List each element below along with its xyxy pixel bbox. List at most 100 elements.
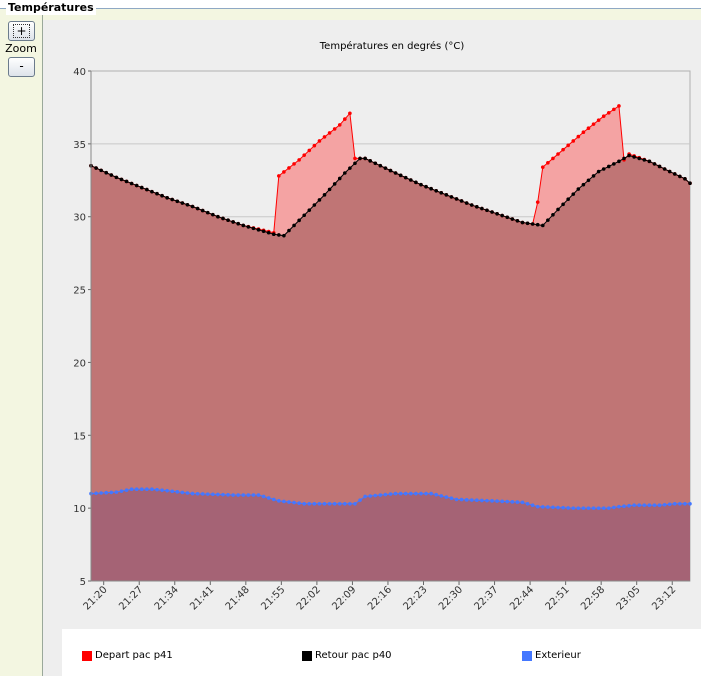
series-point-2 — [322, 501, 327, 506]
series-point-2 — [576, 506, 581, 510]
series-point-2 — [581, 506, 586, 510]
series-point-2 — [327, 501, 332, 506]
series-point-1 — [464, 201, 469, 205]
series-point-0 — [586, 126, 591, 130]
series-point-1 — [632, 155, 636, 159]
series-point-0 — [551, 156, 555, 161]
series-point-1 — [612, 162, 616, 166]
series-point-2 — [185, 491, 190, 495]
y-tick-label: 15 — [73, 431, 86, 442]
series-point-0 — [327, 131, 332, 135]
x-tick-label: 21:20 — [82, 584, 110, 612]
x-tick-label: 22:23 — [401, 584, 429, 612]
series-point-1 — [363, 156, 367, 161]
series-point-1 — [596, 169, 601, 174]
series-point-2 — [226, 493, 230, 497]
series-point-1 — [683, 177, 687, 181]
series-point-0 — [612, 107, 616, 112]
chart-title: Températures en degrés (°C) — [319, 40, 465, 52]
series-point-2 — [556, 505, 560, 510]
series-point-1 — [530, 222, 535, 226]
series-point-2 — [642, 503, 647, 508]
series-point-2 — [535, 504, 540, 509]
x-tick-label: 22:09 — [330, 584, 358, 612]
series-point-0 — [343, 117, 347, 121]
series-point-1 — [586, 178, 591, 183]
series-point-1 — [368, 159, 372, 163]
series-area-2 — [91, 489, 690, 581]
series-point-2 — [277, 499, 281, 503]
series-point-2 — [647, 503, 652, 508]
series-point-2 — [175, 490, 180, 494]
series-point-1 — [424, 184, 428, 189]
series-point-2 — [221, 492, 225, 497]
series-point-1 — [195, 206, 200, 211]
series-point-2 — [525, 501, 530, 506]
series-point-1 — [398, 173, 403, 178]
series-point-1 — [99, 168, 103, 173]
series-point-2 — [139, 487, 144, 492]
series-point-2 — [393, 491, 398, 496]
x-tick-label: 21:34 — [153, 584, 181, 612]
series-point-1 — [642, 158, 647, 162]
series-point-2 — [637, 503, 642, 508]
series-point-0 — [277, 174, 281, 178]
x-tick-label: 23:05 — [615, 584, 643, 612]
y-tick-label: 35 — [73, 140, 86, 151]
series-point-0 — [546, 161, 550, 165]
series-point-2 — [145, 487, 149, 492]
series-point-2 — [373, 493, 378, 498]
series-point-0 — [287, 166, 291, 170]
series-point-1 — [383, 166, 388, 170]
series-point-2 — [200, 492, 205, 496]
series-point-2 — [282, 499, 286, 504]
series-point-1 — [216, 214, 220, 219]
series-point-1 — [556, 207, 560, 212]
series-point-2 — [211, 492, 215, 497]
series-point-1 — [185, 202, 190, 207]
zoom-out-button[interactable]: - — [8, 57, 35, 77]
series-point-1 — [561, 202, 565, 207]
series-point-2 — [510, 500, 515, 504]
legend-swatch-exterieur — [522, 651, 532, 661]
series-point-1 — [480, 206, 484, 211]
series-point-1 — [576, 187, 581, 191]
y-tick-label: 40 — [73, 67, 86, 78]
series-point-0 — [322, 135, 327, 139]
x-tick-label: 22:37 — [473, 584, 501, 612]
series-point-2 — [632, 503, 636, 508]
series-point-2 — [662, 502, 667, 507]
series-point-2 — [683, 501, 687, 506]
series-point-2 — [678, 501, 682, 506]
series-point-1 — [312, 203, 317, 207]
y-tick-label: 10 — [73, 504, 86, 515]
series-point-0 — [601, 114, 606, 118]
zoom-in-button[interactable]: + — [8, 21, 35, 41]
series-point-1 — [510, 217, 515, 221]
series-point-1 — [637, 156, 642, 161]
series-point-0 — [535, 200, 540, 204]
series-point-2 — [520, 500, 525, 505]
series-point-1 — [414, 180, 418, 185]
series-point-1 — [617, 159, 621, 164]
series-point-1 — [444, 193, 449, 197]
series-point-1 — [292, 223, 296, 228]
series-point-2 — [622, 504, 626, 509]
series-point-0 — [312, 143, 317, 148]
zoom-in-label: + — [13, 24, 30, 38]
panel-frame-line — [0, 8, 701, 9]
series-point-0 — [348, 111, 352, 116]
series-point-2 — [515, 500, 520, 504]
series-point-1 — [515, 218, 520, 223]
series-point-0 — [571, 139, 576, 143]
series-point-2 — [480, 498, 484, 503]
x-tick-label: 21:48 — [224, 584, 252, 612]
series-point-2 — [307, 501, 312, 506]
series-point-1 — [190, 204, 195, 209]
series-point-2 — [109, 490, 114, 495]
series-point-0 — [317, 139, 322, 143]
series-point-2 — [500, 499, 504, 504]
series-point-0 — [353, 156, 357, 161]
series-point-2 — [566, 506, 570, 510]
series-point-0 — [591, 122, 596, 126]
